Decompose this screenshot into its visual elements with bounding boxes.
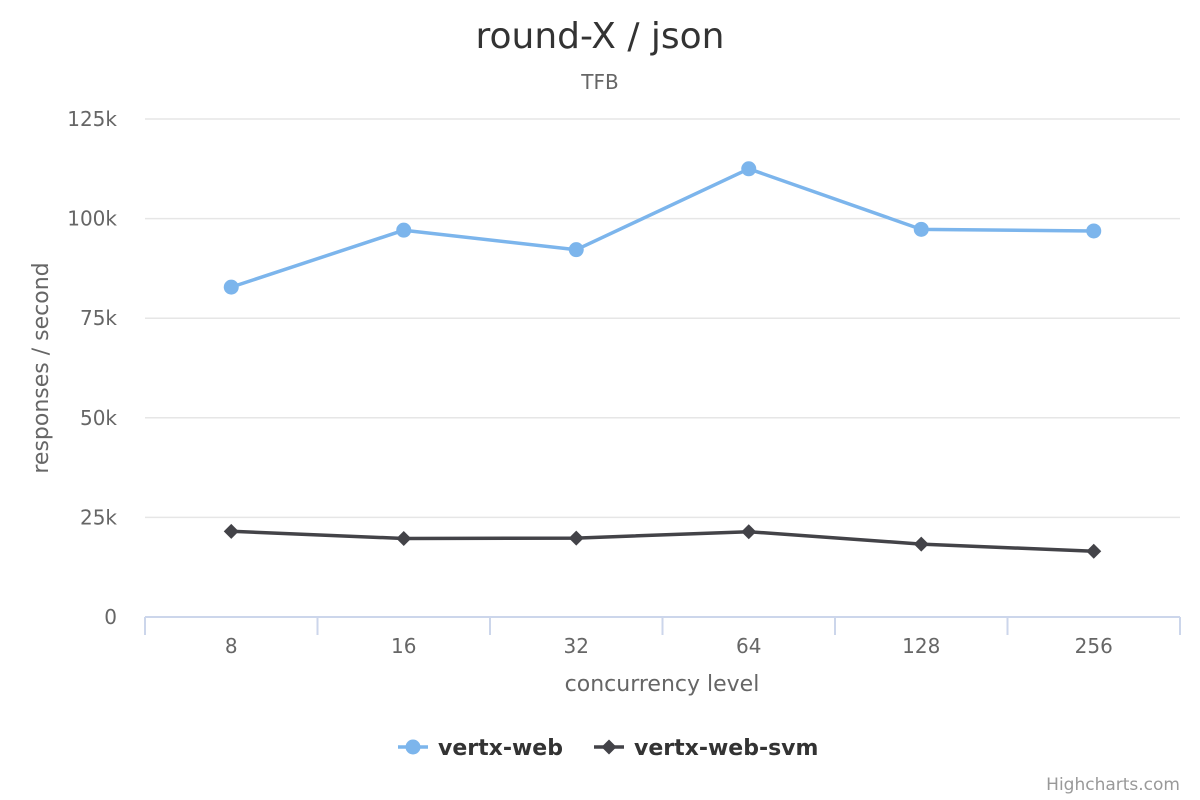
data-point[interactable] [1086,223,1102,239]
series-group [223,161,1102,559]
legend: vertx-web vertx-web-svm [398,736,818,761]
y-axis-ticks: 0 25k 50k 75k 100k 125k [67,107,117,629]
y-tick-label: 125k [67,107,117,131]
legend-label: vertx-web-svm [634,736,818,761]
y-tick-label: 100k [67,207,117,231]
x-axis-title: concurrency level [565,672,760,697]
x-tick-label: 16 [391,634,416,658]
data-point[interactable] [223,279,239,295]
y-tick-label: 0 [104,605,117,629]
legend-marker [405,739,421,755]
x-tick-label: 8 [225,634,238,658]
data-point[interactable] [913,536,929,552]
x-tick-label: 128 [902,634,940,658]
series-vertx-web-svm [223,523,1102,559]
x-tick-label: 32 [564,634,589,658]
chart-title: round-X / json [476,16,725,57]
data-point[interactable] [1086,543,1102,559]
data-point[interactable] [396,531,412,547]
data-point[interactable] [568,530,584,546]
data-point[interactable] [913,221,929,237]
legend-item-vertx-web[interactable]: vertx-web [398,736,563,761]
credits[interactable]: Highcharts.com [1046,775,1180,795]
x-tick-label: 64 [736,634,761,658]
y-tick-label: 50k [80,406,117,430]
legend-label: vertx-web [438,736,563,761]
series-line[interactable] [229,167,1096,289]
grid-lines [145,118,1180,519]
x-tick-label: 256 [1075,634,1113,658]
series-line[interactable] [229,529,1096,554]
y-axis-title: responses / second [29,262,54,473]
data-point[interactable] [223,523,239,539]
series-vertx-web [223,161,1102,295]
data-point[interactable] [741,161,757,177]
legend-marker [601,739,617,755]
data-point[interactable] [568,242,584,258]
data-point[interactable] [741,524,757,540]
y-tick-label: 75k [80,306,117,330]
x-axis: 8 16 32 64 128 256 [144,616,1181,658]
y-tick-label: 25k [80,505,117,529]
legend-item-vertx-web-svm[interactable]: vertx-web-svm [594,736,818,761]
data-point[interactable] [396,222,412,238]
chart-subtitle: TFB [580,70,618,94]
